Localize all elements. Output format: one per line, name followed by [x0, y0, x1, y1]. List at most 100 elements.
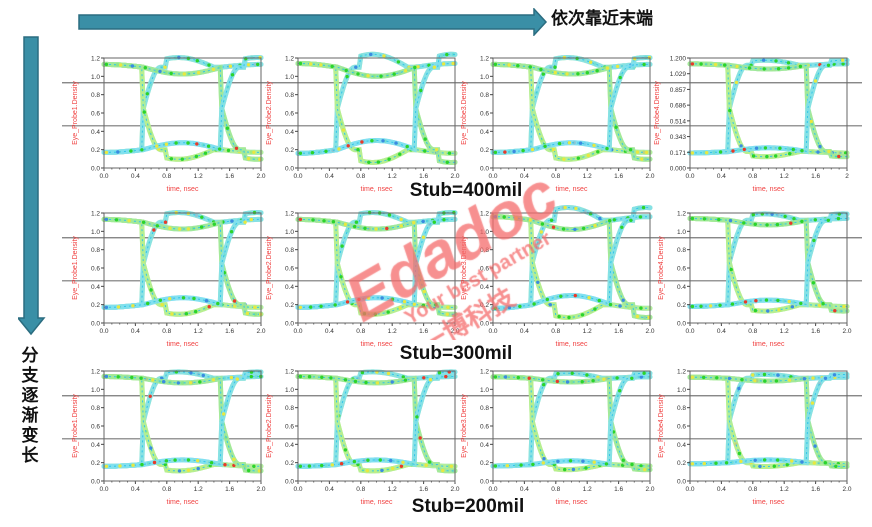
- eye-trace: [490, 214, 653, 320]
- density-point: [379, 74, 383, 78]
- x-tick-label: 1.6: [225, 173, 234, 180]
- y-tick-label: 0.8: [91, 247, 100, 254]
- density-point: [398, 306, 402, 310]
- x-tick-label: 0.4: [325, 328, 334, 335]
- density-point: [235, 377, 239, 381]
- density-point: [734, 80, 739, 85]
- density-point: [353, 224, 357, 229]
- density-point: [416, 65, 420, 69]
- eye-chart: 0.0 0.2 0.4 0.6 0.8 1.0 1.2 0.0 0.4 0.8 1.2 1.6 2.0 t…: [266, 369, 460, 507]
- density-point: [735, 64, 739, 69]
- density-point: [380, 468, 384, 473]
- y-tick-label: 0.2: [91, 147, 100, 154]
- density-point: [232, 299, 237, 303]
- density-point: [528, 218, 532, 222]
- eye-trace-core: [104, 212, 262, 308]
- density-point: [493, 62, 498, 67]
- density-point: [298, 464, 303, 468]
- density-point: [222, 412, 226, 416]
- density-point: [434, 303, 438, 307]
- x-tick-label: 0.4: [520, 328, 529, 335]
- eye-trace: [490, 370, 653, 469]
- x-tick-label: 2.0: [450, 328, 459, 335]
- density-point: [228, 64, 233, 68]
- density-point: [557, 141, 562, 146]
- density-point: [541, 461, 545, 465]
- density-point: [548, 303, 552, 307]
- density-point: [174, 141, 178, 145]
- density-point: [642, 62, 646, 67]
- density-point: [786, 61, 791, 65]
- density-point: [387, 213, 392, 217]
- density-point: [618, 389, 622, 393]
- density-point: [387, 157, 391, 161]
- density-point: [139, 376, 143, 380]
- density-point: [821, 302, 825, 306]
- density-point: [776, 373, 780, 377]
- density-point: [541, 72, 545, 76]
- density-point: [702, 217, 707, 221]
- density-point: [705, 151, 709, 155]
- density-point: [311, 218, 315, 222]
- eye-trace-core: [690, 213, 847, 307]
- density-point: [737, 451, 742, 456]
- density-point: [310, 151, 315, 155]
- density-point: [434, 148, 439, 152]
- density-point: [143, 66, 147, 70]
- y-tick-label: 1.2: [285, 56, 294, 63]
- eye-trace-core: [493, 376, 650, 471]
- y-tick-label: 1.2: [91, 211, 100, 218]
- x-tick-label: 0.8: [162, 486, 171, 493]
- density-point: [229, 375, 234, 380]
- density-point: [298, 374, 303, 379]
- density-point: [823, 461, 827, 465]
- density-point: [823, 376, 828, 380]
- density-point: [441, 62, 446, 66]
- eye-chart: 0.0 0.2 0.4 0.6 0.8 1.0 1.2 0.0 0.4 0.8 1.2 1.6 2.0 t…: [658, 369, 852, 507]
- density-point: [774, 379, 779, 383]
- density-point: [249, 217, 253, 222]
- eye-trace-core: [690, 213, 847, 312]
- density-point: [553, 65, 557, 69]
- eye-trace-core: [690, 374, 847, 467]
- density-point: [419, 88, 423, 93]
- density-point: [362, 312, 367, 316]
- density-point: [230, 219, 234, 223]
- y-tick-label: 0.8: [285, 92, 294, 99]
- density-point: [398, 152, 402, 156]
- density-point: [584, 466, 588, 470]
- density-point: [186, 141, 190, 145]
- eye-chart: 0.0 0.2 0.4 0.6 0.8 1.0 1.2 0.0 0.4 0.8 1.2 1.6 2.0 t…: [658, 211, 852, 349]
- y-tick-label: 0.8: [285, 247, 294, 254]
- density-point: [116, 150, 120, 154]
- density-point: [519, 463, 523, 467]
- density-point: [253, 305, 257, 309]
- density-point: [614, 125, 618, 129]
- y-tick-label: 0.857: [670, 87, 687, 94]
- x-axis-label: time, nsec: [361, 186, 393, 193]
- density-point: [502, 215, 506, 219]
- density-point: [802, 377, 807, 381]
- density-point: [553, 70, 557, 75]
- x-tick-label: 1.6: [225, 486, 234, 493]
- density-point: [530, 147, 535, 152]
- eye-trace: [295, 369, 458, 469]
- density-point: [549, 218, 554, 222]
- density-point: [776, 298, 780, 303]
- eye-trace-core: [690, 376, 847, 467]
- density-point: [724, 461, 729, 465]
- y-tick-label: 0.2: [285, 302, 294, 309]
- density-point: [812, 238, 816, 243]
- density-point: [176, 381, 180, 385]
- density-point: [832, 373, 837, 377]
- density-point: [432, 220, 436, 224]
- density-point: [561, 227, 566, 231]
- x-tick-label: 0.4: [131, 486, 140, 493]
- density-point: [163, 65, 167, 69]
- eye-trace: [101, 369, 264, 469]
- x-tick-label: 0.0: [685, 173, 694, 180]
- density-point: [563, 467, 567, 472]
- density-point: [788, 378, 792, 382]
- eye-trace: [687, 374, 850, 469]
- density-point: [585, 373, 589, 377]
